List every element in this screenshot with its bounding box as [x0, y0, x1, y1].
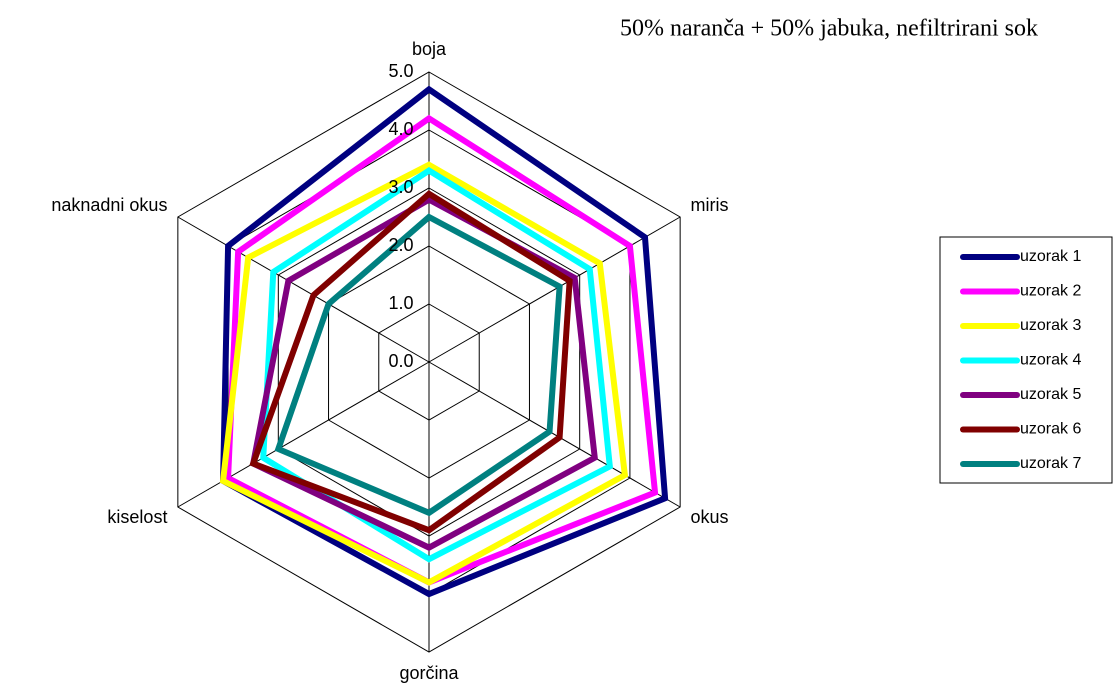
category-label: okus: [691, 507, 729, 527]
series-line: [274, 213, 563, 517]
category-label: miris: [691, 195, 729, 215]
axis-spoke: [177, 361, 430, 508]
chart-title: 50% naranča + 50% jabuka, nefiltrirani s…: [620, 16, 1038, 42]
y-tick-label: 0.0: [388, 351, 413, 371]
y-tick-label: 3.0: [388, 177, 413, 197]
legend-label: uzorak 5: [1020, 386, 1081, 403]
y-tick-label: 5.0: [388, 61, 413, 81]
category-label: kiselost: [107, 507, 167, 527]
y-tick-label: 1.0: [388, 293, 413, 313]
legend-label: uzorak 7: [1020, 455, 1081, 472]
legend-label: uzorak 4: [1020, 352, 1081, 369]
series-line: [220, 85, 669, 598]
series-line: [249, 196, 598, 551]
legend-label: uzorak 6: [1020, 421, 1081, 438]
axis-spoke: [428, 216, 681, 363]
axis-spoke: [428, 361, 681, 508]
y-tick-label: 4.0: [388, 119, 413, 139]
legend-label: uzorak 1: [1020, 248, 1081, 265]
axis-spoke: [177, 216, 430, 363]
series-line: [249, 190, 573, 534]
category-label: gorčina: [399, 663, 459, 683]
legend-label: uzorak 2: [1020, 283, 1081, 300]
series-line: [260, 167, 614, 563]
y-tick-label: 2.0: [388, 235, 413, 255]
category-label: naknadni okus: [51, 195, 167, 215]
legend-label: uzorak 3: [1020, 317, 1081, 334]
series-line: [219, 161, 629, 586]
category-label: boja: [412, 39, 447, 59]
